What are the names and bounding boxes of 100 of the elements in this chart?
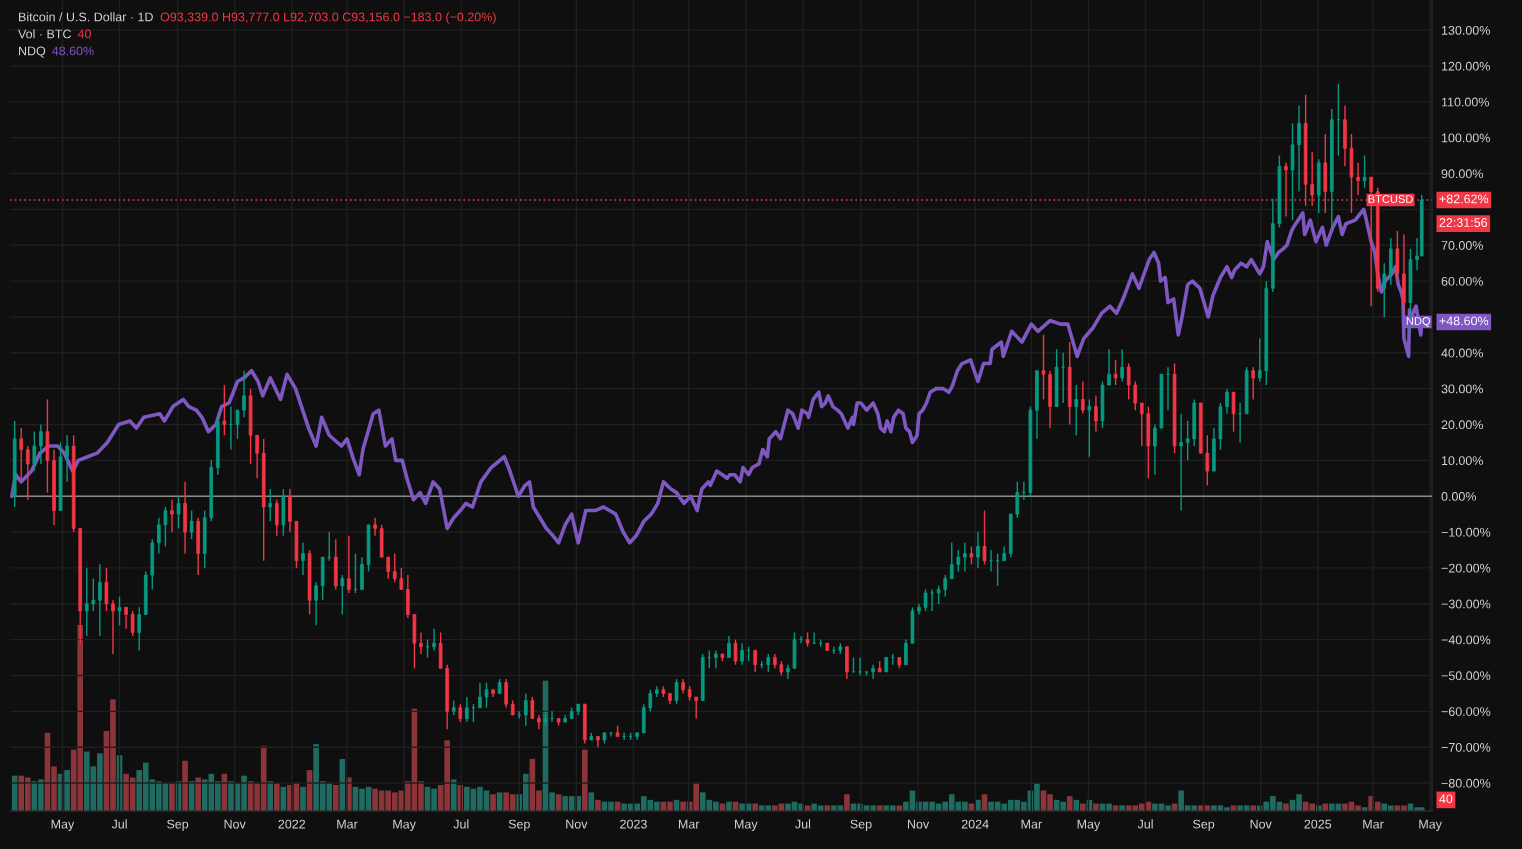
candlestick xyxy=(740,642,744,666)
x-tick-label: 2022 xyxy=(278,819,306,829)
candlestick xyxy=(19,427,24,483)
candlestick xyxy=(222,384,227,436)
x-tick-label: May xyxy=(1419,819,1442,831)
bar xyxy=(332,784,339,811)
candlestick xyxy=(1015,481,1020,519)
candlestick xyxy=(1205,434,1210,487)
candlestick xyxy=(314,581,318,626)
y-tick-label: −80.00% xyxy=(1441,778,1491,788)
candlestick xyxy=(504,678,508,709)
candlestick xyxy=(1139,402,1144,447)
bar xyxy=(1073,799,1080,811)
candlestick xyxy=(137,606,142,652)
candlestick xyxy=(963,542,967,573)
x-tick-label: Jul xyxy=(795,819,811,829)
candlestick xyxy=(386,556,391,580)
x-tick-label: May xyxy=(393,819,416,831)
bar xyxy=(300,786,306,811)
candlestick xyxy=(130,610,135,637)
y-tick-label: −50.00% xyxy=(1441,671,1491,681)
bar xyxy=(595,799,601,811)
candlestick xyxy=(714,649,718,669)
candlestick xyxy=(1284,162,1288,218)
candlestick xyxy=(1179,413,1183,512)
candlestick xyxy=(242,370,246,419)
bar xyxy=(64,770,70,811)
y-tick-label: −40.00% xyxy=(1441,635,1491,645)
ref-line-label: +82.62% xyxy=(1439,194,1489,204)
candlestick xyxy=(1120,348,1124,383)
candlestick xyxy=(1074,384,1079,436)
candlestick xyxy=(32,430,37,472)
candlestick xyxy=(478,681,482,709)
candlestick xyxy=(268,488,273,523)
candlestick xyxy=(399,567,404,591)
candlestick xyxy=(235,409,240,440)
y-tick-label: 120.00% xyxy=(1441,61,1490,71)
candlestick xyxy=(1231,391,1236,433)
bar xyxy=(844,794,850,811)
candlestick xyxy=(982,509,987,566)
candlestick xyxy=(1251,366,1256,401)
y-tick-label: 10.00% xyxy=(1441,456,1483,466)
candlestick xyxy=(523,692,528,727)
candlestick xyxy=(1041,334,1046,401)
text: 40 xyxy=(1439,794,1453,804)
annotation: 40 xyxy=(77,29,91,39)
x-tick-label: Jul xyxy=(1137,819,1153,829)
bar xyxy=(1374,801,1381,811)
x-tick-label: Sep xyxy=(167,819,189,831)
candlestick xyxy=(943,574,948,598)
candlestick xyxy=(786,664,790,680)
candlestick xyxy=(976,531,980,569)
x-tick-label: Mar xyxy=(337,819,358,829)
x-tick-label: 2024 xyxy=(961,819,989,829)
candlestick xyxy=(392,552,397,583)
y-tick-label: 0.00% xyxy=(1441,492,1477,501)
y-tick-label: 90.00% xyxy=(1441,169,1483,179)
x-tick-label: Nov xyxy=(907,819,930,829)
y-tick-label: 60.00% xyxy=(1441,276,1483,286)
bar xyxy=(726,801,732,811)
candlestick xyxy=(537,714,541,730)
candlestick xyxy=(274,499,279,537)
x-tick-label: Nov xyxy=(566,819,588,829)
candlestick xyxy=(1297,104,1301,193)
candlestick xyxy=(301,542,305,576)
candlestick xyxy=(530,696,535,720)
candlestick xyxy=(340,574,345,616)
candlestick xyxy=(1107,348,1111,386)
candlestick xyxy=(91,577,96,612)
bar xyxy=(1119,805,1125,811)
candlestick xyxy=(117,595,122,626)
candlestick xyxy=(419,631,423,655)
candlestick xyxy=(157,517,161,555)
candlestick xyxy=(65,434,69,483)
x-tick-label: Sep xyxy=(508,819,530,831)
candlestick xyxy=(484,681,489,709)
y-tick-label: −60.00% xyxy=(1441,707,1491,716)
candlestick xyxy=(84,567,89,637)
x-tick-label: Jul xyxy=(453,819,469,829)
x-tick-label: May xyxy=(1077,819,1101,831)
x-tick-label: Sep xyxy=(850,819,872,831)
candlestick xyxy=(674,678,679,705)
candlestick xyxy=(25,445,30,501)
y-tick-label: 20.00% xyxy=(1441,420,1483,430)
candlestick xyxy=(1257,337,1262,383)
y-tick-label: 110.00% xyxy=(1441,97,1490,107)
candlestick xyxy=(255,434,259,479)
candlestick xyxy=(432,628,436,652)
x-tick-label: Nov xyxy=(224,819,246,829)
candlestick xyxy=(1126,362,1131,401)
candlestick xyxy=(111,599,115,655)
bar xyxy=(169,783,175,811)
candlestick xyxy=(930,588,934,612)
candlestick xyxy=(373,517,377,537)
candlestick xyxy=(124,606,128,630)
candlestick xyxy=(727,635,731,659)
candlestick xyxy=(98,563,102,637)
y-tick-label: −30.00% xyxy=(1441,599,1491,609)
candlestick xyxy=(956,549,961,573)
candlestick xyxy=(39,423,43,465)
